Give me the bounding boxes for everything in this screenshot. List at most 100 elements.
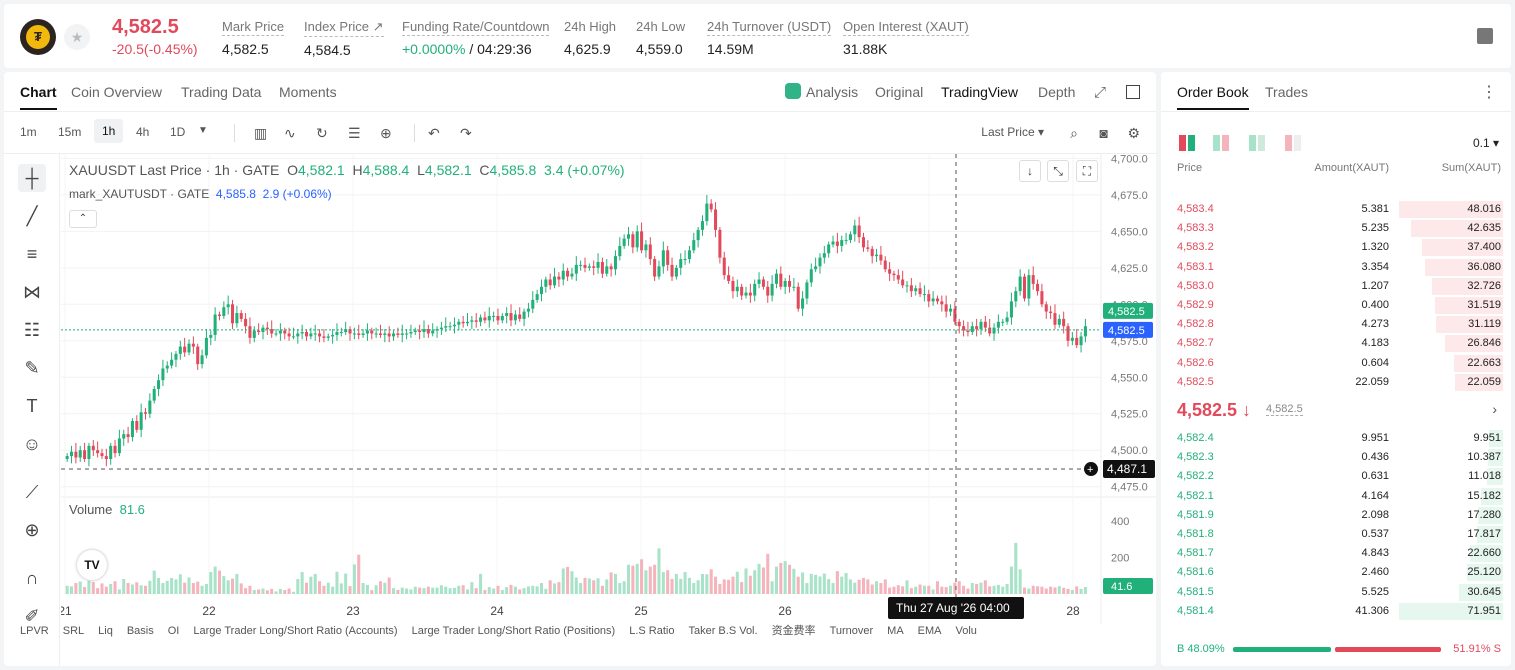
scroll-down-icon[interactable]: ↓ <box>1019 160 1041 182</box>
bid-row[interactable]: 4,581.4 41.306 71.951 <box>1161 602 1511 621</box>
ruler-icon[interactable]: ⟋ <box>25 482 39 502</box>
collapse-icon[interactable]: ⤡ <box>1047 160 1069 182</box>
ask-row[interactable]: 4,582.6 0.604 22.663 <box>1161 354 1511 373</box>
bid-row[interactable]: 4,582.4 9.951 9.951 <box>1161 429 1511 448</box>
indicator-0[interactable]: LPVR <box>20 625 49 637</box>
bid-row[interactable]: 4,581.8 0.537 17.817 <box>1161 525 1511 544</box>
indicator-2[interactable]: Liq <box>98 625 113 637</box>
tab-trades[interactable]: Trades <box>1265 84 1309 100</box>
view-tradingview[interactable]: TradingView <box>941 84 1019 100</box>
volume-bar <box>557 582 561 594</box>
indicator-9[interactable]: 资金费率 <box>771 625 816 637</box>
timeframe-4h[interactable]: 4h <box>136 125 150 139</box>
expand-icon[interactable]: ⤢ <box>1094 84 1107 101</box>
row-amount: 1.320 <box>1361 241 1389 254</box>
timeframe-1m[interactable]: 1m <box>20 125 37 139</box>
magnet-icon[interactable]: ∩ <box>25 568 39 588</box>
timeframe-15m[interactable]: 15m <box>58 125 82 139</box>
horizontal-lines-icon[interactable]: ≡ <box>26 244 38 264</box>
window-icon[interactable] <box>1126 85 1140 99</box>
ask-row[interactable]: 4,582.8 4.273 31.119 <box>1161 315 1511 334</box>
star-icon[interactable]: ★ <box>64 24 90 50</box>
chevron-down-icon[interactable]: ▼ <box>198 125 208 136</box>
text-icon[interactable]: T <box>26 396 38 416</box>
indicator-7[interactable]: L.S Ratio <box>629 625 675 637</box>
ask-row[interactable]: 4,582.5 22.059 22.059 <box>1161 373 1511 392</box>
gear-icon[interactable]: ⚙ <box>1127 125 1140 141</box>
timeframe-1d[interactable]: 1D <box>170 125 186 139</box>
emoji-icon[interactable]: ☺ <box>22 434 42 454</box>
ask-row[interactable]: 4,582.9 0.400 31.519 <box>1161 296 1511 315</box>
pencil-icon[interactable]: ✐ <box>24 606 40 626</box>
view-analysis[interactable]: Analysis <box>806 84 859 100</box>
ask-row[interactable]: 4,582.7 4.183 26.846 <box>1161 334 1511 353</box>
tab-chart[interactable]: Chart <box>20 84 57 110</box>
book-icon[interactable] <box>1477 28 1493 44</box>
maximize-icon[interactable]: ⛶ <box>1076 160 1098 182</box>
buy-sell-icon[interactable] <box>1213 135 1229 151</box>
candlestick-chart[interactable]: 4,475.04,500.04,525.04,550.04,575.04,600… <box>61 154 1156 624</box>
bids-only-icon[interactable] <box>1249 135 1265 151</box>
stat-index-price[interactable]: Index Price ↗ 4,584.5 <box>304 19 384 58</box>
stat-open-interest[interactable]: Open Interest (XAUT) 31.88K <box>843 19 969 57</box>
both-sides-icon[interactable] <box>1179 135 1195 151</box>
zoom-in-icon[interactable]: ⊕ <box>24 520 40 540</box>
indicator-5[interactable]: Large Trader Long/Short Ratio (Accounts) <box>193 625 398 637</box>
tab-moments[interactable]: Moments <box>279 84 337 100</box>
chart-area[interactable]: 4,475.04,500.04,525.04,550.04,575.04,600… <box>61 154 1156 666</box>
indicator-8[interactable]: Taker B.S Vol. <box>688 625 758 637</box>
stat-funding-rate[interactable]: Funding Rate/Countdown +0.0000% / 04:29:… <box>402 19 550 57</box>
bid-row[interactable]: 4,582.2 0.631 11.018 <box>1161 467 1511 486</box>
ask-row[interactable]: 4,583.1 3.354 36.080 <box>1161 258 1511 277</box>
mark-price-tag-text: 4,582.5 <box>1108 306 1145 318</box>
tab-coin-overview[interactable]: Coin Overview <box>71 84 163 100</box>
search-icon[interactable]: ⌕ <box>1070 125 1078 141</box>
indicator-3[interactable]: Basis <box>126 625 154 637</box>
chevron-right-icon[interactable]: › <box>1492 401 1497 417</box>
templates-icon[interactable]: ☰ <box>348 125 361 141</box>
bid-row[interactable]: 4,581.5 5.525 30.645 <box>1161 583 1511 602</box>
candle-body <box>935 298 939 302</box>
collapse-legend-button[interactable]: ⌃ <box>69 210 97 228</box>
camera-icon[interactable]: ◙ <box>1099 125 1108 141</box>
timeframe-1h[interactable]: 1h <box>94 119 124 143</box>
crosshair-icon[interactable]: ┼ <box>18 164 46 192</box>
indicator-4[interactable]: OI <box>167 625 180 637</box>
redo-icon[interactable]: ↷ <box>460 125 472 141</box>
replay-icon[interactable]: ↻ <box>316 125 328 141</box>
trendline-icon[interactable]: ╱ <box>26 206 38 226</box>
view-original[interactable]: Original <box>875 84 924 100</box>
indicator-icon[interactable]: ∿ <box>284 125 296 141</box>
last-price-select[interactable]: Last Price ▾ <box>981 125 1044 139</box>
ask-row[interactable]: 4,583.2 1.320 37.400 <box>1161 238 1511 257</box>
tab-order-book[interactable]: Order Book <box>1177 84 1249 110</box>
candlestick-icon[interactable]: ▥ <box>254 125 268 141</box>
ask-row[interactable]: 4,583.3 5.235 42.635 <box>1161 219 1511 238</box>
candle-body <box>548 279 552 286</box>
fib-icon[interactable]: ☷ <box>23 320 41 340</box>
ask-row[interactable]: 4,583.4 5.381 48.016 <box>1161 200 1511 219</box>
indicator-6[interactable]: Large Trader Long/Short Ratio (Positions… <box>411 625 616 637</box>
more-icon[interactable]: ⋮ <box>1481 84 1497 101</box>
tab-trading-data[interactable]: Trading Data <box>181 84 262 100</box>
indicator-13[interactable]: Volu <box>955 625 977 637</box>
indicator-11[interactable]: MA <box>887 625 904 637</box>
brush-icon[interactable]: ✎ <box>24 358 40 378</box>
asks-only-icon[interactable] <box>1285 135 1301 151</box>
indicator-12[interactable]: EMA <box>917 625 942 637</box>
bid-row[interactable]: 4,582.1 4.164 15.182 <box>1161 487 1511 506</box>
indicator-10[interactable]: Turnover <box>829 625 874 637</box>
pattern-icon[interactable]: ⋈ <box>23 282 41 302</box>
undo-icon[interactable]: ↶ <box>428 125 440 141</box>
view-depth[interactable]: Depth <box>1038 84 1076 100</box>
stat-mark-price[interactable]: Mark Price 4,582.5 <box>222 19 285 57</box>
indicator-1[interactable]: SRL <box>62 625 85 637</box>
bid-row[interactable]: 4,581.9 2.098 17.280 <box>1161 506 1511 525</box>
bid-row[interactable]: 4,581.6 2.460 25.120 <box>1161 563 1511 582</box>
bid-row[interactable]: 4,582.3 0.436 10.387 <box>1161 448 1511 467</box>
add-indicator-icon[interactable]: ⊕ <box>380 125 392 141</box>
bid-row[interactable]: 4,581.7 4.843 22.660 <box>1161 544 1511 563</box>
ask-row[interactable]: 4,583.0 1.207 32.726 <box>1161 277 1511 296</box>
tradingview-logo[interactable]: TV <box>77 550 107 580</box>
precision-select[interactable]: 0.1 ▾ <box>1472 136 1499 150</box>
